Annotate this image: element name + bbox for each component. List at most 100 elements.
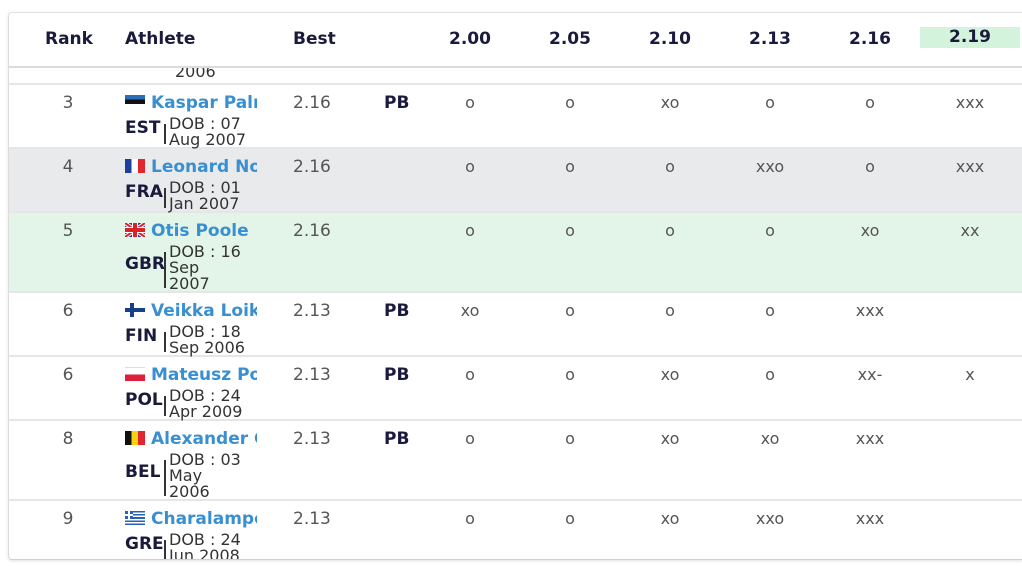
- country-separator: [164, 460, 166, 496]
- athlete-name-link[interactable]: Alexander C: [151, 429, 257, 449]
- dob-text: Jun 2008: [169, 546, 240, 560]
- attempt-cell: x: [965, 365, 975, 384]
- rank-cell: 3: [62, 93, 74, 113]
- attempt-cell: o: [865, 93, 875, 112]
- table-row: 8 Alexander C BEL DOB : 03 May 2006 2.13 PB o o xo…: [9, 421, 1022, 501]
- header-best[interactable]: Best: [293, 29, 336, 49]
- dob-text: DOB : 24: [169, 386, 241, 405]
- attempt-cell: o: [465, 509, 475, 528]
- country-code: GBR: [125, 254, 166, 274]
- header-athlete[interactable]: Athlete: [125, 29, 196, 49]
- attempt-cell: o: [465, 221, 475, 240]
- athlete-name-link[interactable]: Kaspar Palm: [151, 93, 257, 113]
- athlete-name-line: Mateusz Po: [125, 365, 257, 385]
- belgium-flag-icon: [125, 431, 145, 445]
- rank-cell: 6: [62, 301, 74, 321]
- attempt-cell: o: [765, 301, 775, 320]
- dob-text: DOB : 16: [169, 242, 241, 261]
- header-height-4: 2.13: [749, 29, 791, 49]
- attempt-cell: o: [465, 93, 475, 112]
- dob-text: Jan 2007: [169, 194, 240, 213]
- attempt-cell: xo: [660, 429, 680, 448]
- rank-cell: 5: [62, 221, 74, 241]
- attempt-cell: xxo: [755, 157, 785, 176]
- table-row: 5 Otis Poole GBR DOB : 16 Sep 2007 2.16 o o o o xo x…: [9, 213, 1022, 293]
- attempt-cell: o: [765, 93, 775, 112]
- attempt-cell: o: [565, 429, 575, 448]
- athlete-name-link[interactable]: Charalampo: [151, 509, 257, 529]
- attempt-cell: xxx: [955, 157, 985, 176]
- country-code: GRE: [125, 534, 164, 554]
- best-mark: 2.13: [293, 509, 331, 529]
- attempt-cell: xxx: [855, 301, 885, 320]
- athlete-name-link[interactable]: Otis Poole: [151, 221, 249, 241]
- athlete-name-line: Kaspar Palm: [125, 93, 257, 113]
- header-rank[interactable]: Rank: [45, 29, 93, 49]
- rank-cell: 8: [62, 429, 74, 449]
- attempt-cell: xo: [460, 301, 480, 320]
- attempt-cell: xxx: [855, 429, 885, 448]
- dob-text: Sep: [169, 258, 200, 277]
- country-separator: [164, 188, 166, 208]
- country-separator: [164, 252, 166, 288]
- attempt-cell: o: [465, 429, 475, 448]
- country-separator: [164, 124, 166, 144]
- country-code: POL: [125, 390, 163, 410]
- athlete-name-line: Leonard No: [125, 157, 257, 177]
- dob-text: Sep 2006: [169, 338, 245, 357]
- dob-text: DOB : 01: [169, 178, 241, 197]
- attempt-cell: o: [665, 301, 675, 320]
- country-code: EST: [125, 118, 161, 138]
- attempt-cell: xo: [660, 365, 680, 384]
- dob-text: DOB : 03: [169, 450, 241, 469]
- attempt-cell: o: [565, 509, 575, 528]
- table-row: 9 Charalampo GRE DOB : 24 Jun 2008 2.13 o o xo xx…: [9, 501, 1022, 559]
- attempt-cell: xxx: [955, 93, 985, 112]
- dob-text: DOB : 07: [169, 114, 241, 133]
- attempt-cell: o: [565, 93, 575, 112]
- poland-flag-icon: [125, 367, 145, 381]
- best-mark: 2.16: [293, 157, 331, 177]
- header-height-2: 2.05: [549, 29, 591, 49]
- attempt-cell: xx-: [857, 365, 883, 384]
- best-mark: 2.16: [293, 221, 331, 241]
- attempt-cell: xx: [960, 221, 980, 240]
- athlete-name-line: Otis Poole: [125, 221, 257, 241]
- dob-text: 2007: [169, 274, 210, 293]
- country-code: BEL: [125, 462, 161, 482]
- estonia-flag-icon: [125, 95, 145, 109]
- table-row: 6 Mateusz Po POL DOB : 24 Apr 2009 2.13 PB o o xo…: [9, 357, 1022, 421]
- attempt-cell: o: [765, 365, 775, 384]
- pb-badge: PB: [384, 429, 410, 449]
- dob-text: May: [169, 466, 203, 485]
- country-code: FRA: [125, 182, 163, 202]
- results-table: Rank Athlete Best 2.00 2.05 2.10 2.13 2.…: [8, 12, 1022, 560]
- attempt-cell: o: [765, 221, 775, 240]
- previous-row-edge: [9, 68, 1022, 85]
- attempt-cell: o: [565, 157, 575, 176]
- athlete-name-link[interactable]: Mateusz Po: [151, 365, 257, 385]
- athlete-name-link[interactable]: Leonard No: [151, 157, 257, 177]
- pb-badge: PB: [384, 365, 410, 385]
- athlete-name-link[interactable]: Veikka Loik: [151, 301, 257, 321]
- rank-cell: 4: [62, 157, 74, 177]
- athlete-name-line: Veikka Loik: [125, 301, 257, 321]
- attempt-cell: o: [865, 157, 875, 176]
- header-height-5: 2.16: [849, 29, 891, 49]
- rank-cell: 6: [62, 365, 74, 385]
- attempt-cell: xo: [860, 221, 880, 240]
- athlete-name-line: Charalampo: [125, 509, 257, 529]
- dob-text: DOB : 18: [169, 322, 241, 341]
- best-mark: 2.13: [293, 365, 331, 385]
- attempt-cell: o: [465, 157, 475, 176]
- header-height-3: 2.10: [649, 29, 691, 49]
- uk-flag-icon: [125, 223, 145, 237]
- attempt-cell: xxo: [755, 509, 785, 528]
- best-mark: 2.16: [293, 93, 331, 113]
- country-separator: [164, 396, 166, 416]
- greece-flag-icon: [125, 511, 145, 525]
- attempt-cell: o: [565, 221, 575, 240]
- attempt-cell: o: [465, 365, 475, 384]
